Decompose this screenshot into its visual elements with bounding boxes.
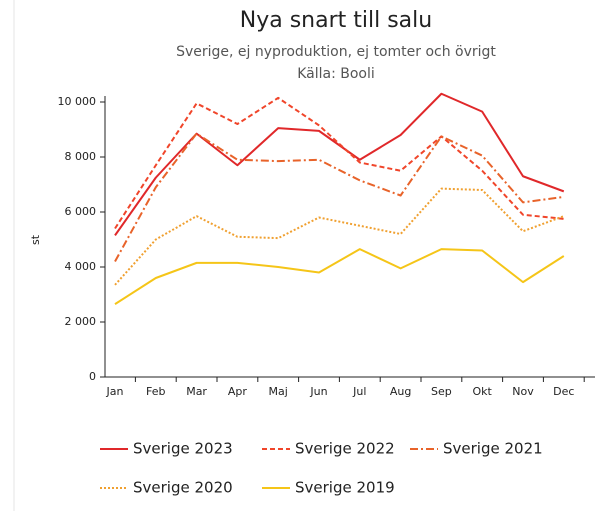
x-tick-label: Okt	[473, 385, 493, 398]
y-tick-label: 4 000	[65, 260, 97, 273]
chart-source: Källa: Booli	[297, 66, 375, 82]
x-tick-label: Aug	[390, 385, 411, 398]
x-tick-label: Dec	[553, 385, 574, 398]
x-tick-label: Jan	[106, 385, 124, 398]
legend-label: Sverige 2023	[133, 440, 233, 458]
y-tick-label: 8 000	[65, 150, 97, 163]
y-tick-label: 0	[89, 370, 96, 383]
x-tick-label: Feb	[146, 385, 165, 398]
series-line	[114, 132, 564, 262]
series-line	[114, 248, 565, 305]
y-tick-label: 10 000	[58, 95, 97, 108]
legend-label: Sverige 2021	[443, 440, 543, 458]
y-tick-label: 6 000	[65, 205, 97, 218]
legend-label: Sverige 2020	[133, 479, 233, 497]
y-tick-label: 2 000	[65, 315, 97, 328]
chart-title: Nya snart till salu	[240, 8, 432, 33]
x-tick-label: Nov	[512, 385, 534, 398]
series-line	[114, 187, 565, 286]
x-tick-label: Sep	[431, 385, 452, 398]
x-tick-label: Maj	[269, 385, 288, 398]
series-line	[114, 92, 565, 236]
x-tick-label: Mar	[186, 385, 207, 398]
x-tick-label: Jul	[352, 385, 366, 398]
chart-subtitle: Sverige, ej nyproduktion, ej tomter och …	[176, 44, 496, 60]
y-axis-label: st	[29, 234, 42, 245]
x-tick-label: Apr	[228, 385, 248, 398]
series-line	[114, 96, 564, 230]
legend-label: Sverige 2019	[295, 479, 395, 497]
x-tick-label: Jun	[309, 385, 327, 398]
legend-label: Sverige 2022	[295, 440, 395, 458]
